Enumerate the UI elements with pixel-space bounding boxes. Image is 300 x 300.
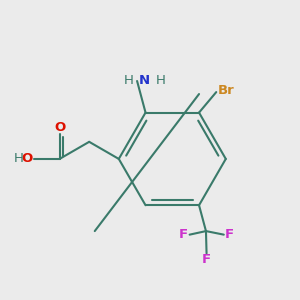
Text: N: N — [139, 74, 150, 87]
Text: F: F — [225, 228, 234, 241]
Text: O: O — [55, 121, 66, 134]
Text: H: H — [156, 74, 166, 87]
Text: Br: Br — [218, 84, 234, 97]
Text: H: H — [124, 74, 134, 87]
Text: F: F — [202, 254, 211, 266]
Text: O: O — [21, 152, 32, 165]
Text: H: H — [14, 152, 24, 164]
Text: F: F — [179, 228, 188, 241]
